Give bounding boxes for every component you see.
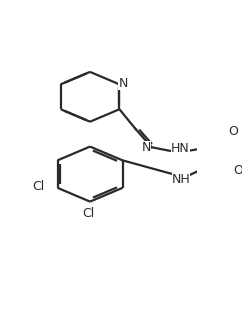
Text: O: O (233, 164, 242, 177)
Text: Cl: Cl (32, 180, 44, 193)
Text: HN: HN (171, 142, 189, 155)
Text: NH: NH (172, 174, 190, 186)
Text: O: O (228, 125, 238, 138)
Text: Cl: Cl (82, 207, 94, 220)
Text: N: N (118, 77, 128, 90)
Text: N: N (142, 141, 151, 154)
